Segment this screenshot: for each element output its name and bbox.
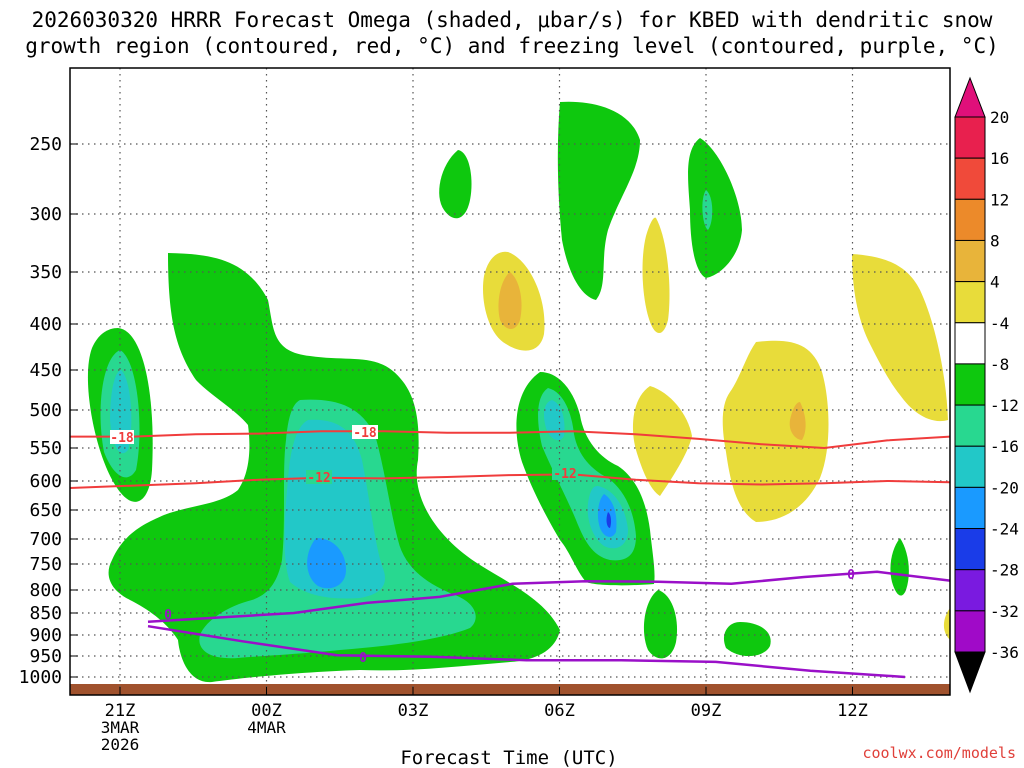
x-tick-label: 06Z bbox=[544, 701, 575, 721]
omega-region-weak-rising bbox=[557, 101, 640, 300]
dgz-minus12-label: -12 bbox=[553, 467, 576, 482]
colorbar-swatch bbox=[954, 239, 986, 283]
colorbar-swatch bbox=[954, 569, 986, 612]
dgz-minus18-label: -18 bbox=[353, 426, 377, 441]
colorbar-swatch bbox=[954, 363, 986, 406]
contours bbox=[69, 430, 951, 679]
y-tick-label: 500 bbox=[29, 400, 62, 421]
y-axis: 2503003504004505005506006507007508008509… bbox=[19, 134, 78, 688]
colorbar-label: 12 bbox=[990, 190, 1009, 209]
ground-surface bbox=[70, 684, 950, 695]
label-bg bbox=[552, 466, 578, 480]
colorbar-bottom-arrow bbox=[954, 651, 986, 694]
colorbar-label: -8 bbox=[990, 355, 1009, 374]
colorbar-label: 16 bbox=[990, 149, 1009, 168]
colorbar-label: -16 bbox=[990, 437, 1019, 456]
y-tick-label: 750 bbox=[29, 554, 62, 575]
colorbar-swatch bbox=[954, 486, 986, 530]
y-tick-label: 850 bbox=[29, 603, 62, 624]
y-tick-label: 450 bbox=[29, 360, 62, 381]
colorbar-label: 20 bbox=[990, 108, 1009, 127]
colorbar: 20 16 12 8 4 -4 -8 -12 -16 -20 -24 -28 -32 -36 bbox=[954, 76, 1019, 694]
omega-region-moderate-sinking bbox=[498, 272, 522, 329]
x-axis-title: Forecast Time (UTC) bbox=[400, 747, 617, 768]
colorbar-swatch bbox=[954, 157, 986, 200]
colorbar-label: -36 bbox=[990, 643, 1019, 662]
dgz-minus18-contour bbox=[70, 430, 951, 450]
colorbar-top-arrow bbox=[954, 76, 986, 118]
dgz-minus12-contour bbox=[69, 473, 951, 489]
colorbar-swatch bbox=[954, 610, 986, 653]
x-tick-label: 09Z bbox=[691, 701, 722, 721]
y-tick-label: 350 bbox=[29, 262, 62, 283]
freezing-level-contour bbox=[147, 570, 951, 679]
grid bbox=[70, 68, 950, 695]
freezing-level-label: 0 bbox=[847, 568, 855, 583]
omega-region-weak-rising bbox=[890, 538, 909, 596]
contour-labels: -18 -18 -12 -12 0 0 0 bbox=[110, 425, 855, 666]
omega-region-very-strong-rising bbox=[307, 538, 346, 589]
x-tick-label: 00Z bbox=[251, 701, 282, 721]
label-bg bbox=[110, 430, 134, 444]
colorbar-label: -32 bbox=[990, 602, 1019, 621]
colorbar-label: -20 bbox=[990, 478, 1019, 497]
colorbar-label: -4 bbox=[990, 314, 1009, 333]
y-tick-label: 400 bbox=[29, 314, 62, 335]
colorbar-swatch bbox=[954, 281, 986, 324]
omega-region-weak-sinking bbox=[943, 608, 950, 640]
y-tick-label: 250 bbox=[29, 134, 62, 155]
x-tick-label: 12Z bbox=[837, 701, 868, 721]
y-tick-label: 600 bbox=[29, 471, 62, 492]
colorbar-swatch bbox=[954, 198, 986, 241]
omega-region-weak-sinking bbox=[852, 254, 948, 422]
omega-region-weak-sinking bbox=[722, 340, 829, 522]
omega-region-weak-sinking bbox=[642, 217, 670, 334]
chart-title-line-2: growth region (contoured, red, °C) and f… bbox=[25, 34, 999, 58]
y-tick-label: 300 bbox=[29, 204, 62, 225]
x-tick-year: 2026 bbox=[101, 735, 140, 754]
colorbar-swatch bbox=[954, 445, 986, 488]
colorbar-label: 4 bbox=[990, 273, 1000, 292]
y-tick-label: 1000 bbox=[19, 667, 62, 688]
freezing-level-label: 0 bbox=[164, 608, 172, 623]
colorbar-swatch bbox=[954, 528, 986, 571]
y-tick-label: 950 bbox=[29, 646, 62, 667]
plot-frame bbox=[69, 67, 951, 696]
x-tick-label: 21Z bbox=[105, 701, 136, 721]
omega-region-extreme-rising bbox=[606, 512, 612, 528]
omega-region-weak-rising bbox=[439, 150, 472, 219]
y-tick-label: 900 bbox=[29, 625, 62, 646]
y-tick-label: 550 bbox=[29, 438, 62, 459]
x-tick-date: 3MAR bbox=[101, 718, 140, 737]
y-tick-label: 650 bbox=[29, 500, 62, 521]
credit-text: coolwx.com/models bbox=[862, 744, 1016, 762]
colorbar-swatch bbox=[954, 116, 986, 159]
colorbar-swatch bbox=[954, 322, 986, 365]
omega-region-weak-rising bbox=[688, 138, 742, 278]
colorbar-label: 8 bbox=[990, 231, 1000, 250]
omega-region-weak-rising bbox=[643, 590, 678, 659]
dgz-minus18-label: -18 bbox=[110, 431, 134, 446]
y-tick-label: 800 bbox=[29, 580, 62, 601]
colorbar-swatch bbox=[954, 404, 986, 447]
colorbar-label: -12 bbox=[990, 396, 1019, 415]
chart-title-line-1: 2026030320 HRRR Forecast Omega (shaded, … bbox=[31, 8, 993, 32]
omega-region-weak-rising bbox=[723, 622, 771, 657]
label-bg bbox=[306, 470, 332, 484]
omega-region-moderate-rising bbox=[702, 190, 713, 230]
colorbar-label: -28 bbox=[990, 561, 1019, 580]
omega-region-weak-sinking bbox=[632, 386, 692, 496]
dgz-minus12-label: -12 bbox=[307, 471, 330, 486]
x-tick-label: 03Z bbox=[398, 701, 429, 721]
freezing-level-label: 0 bbox=[359, 651, 367, 666]
x-tick-date: 4MAR bbox=[247, 718, 286, 737]
y-tick-label: 700 bbox=[29, 529, 62, 550]
label-bg bbox=[352, 425, 378, 439]
omega-region-moderate-sinking bbox=[789, 402, 806, 440]
colorbar-label: -24 bbox=[990, 520, 1019, 539]
